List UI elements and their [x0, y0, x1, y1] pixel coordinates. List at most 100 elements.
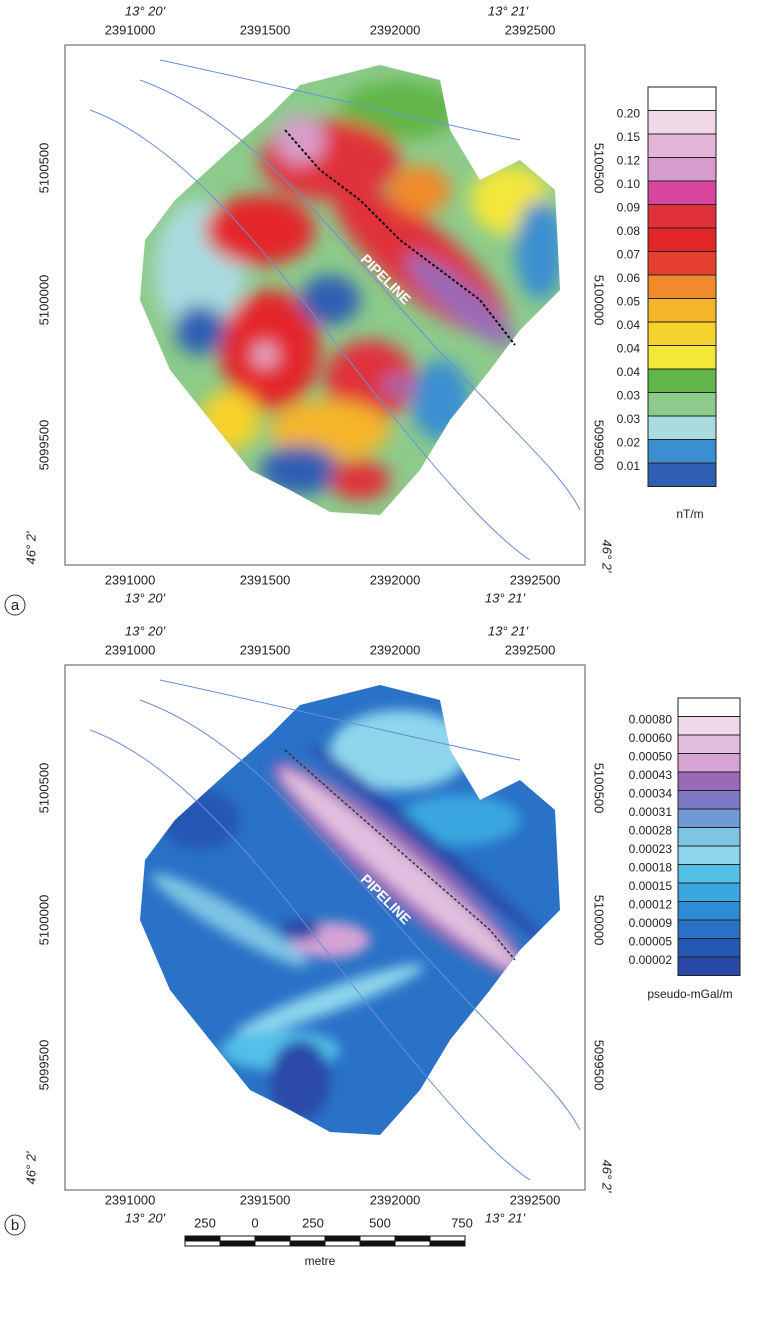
legend-swatch	[647, 110, 717, 135]
legend-swatch	[647, 298, 717, 323]
legend-swatch	[677, 827, 741, 847]
legend-label: 0.00028	[629, 824, 673, 838]
legend-swatch	[647, 462, 717, 487]
degree-label: 13° 21'	[485, 1210, 526, 1225]
legend-label: 0.00043	[629, 768, 673, 782]
northing-label: 5100500	[592, 763, 607, 814]
panel-badge	[4, 594, 26, 616]
scale-segment	[289, 1235, 326, 1242]
contours	[89, 679, 581, 1181]
legend-swatch	[647, 345, 717, 370]
legend-label: 0.20	[617, 107, 641, 121]
latitude-label: 46° 2'	[600, 540, 615, 574]
legend-swatch	[677, 771, 741, 791]
easting-label: 2391500	[240, 1192, 291, 1207]
legend-label: 0.07	[617, 248, 641, 262]
legend-label: 0.08	[617, 224, 641, 238]
scale-segment	[359, 1235, 396, 1242]
scale-segment	[324, 1240, 361, 1247]
panel-badge	[4, 1214, 26, 1236]
scale-segment	[254, 1235, 291, 1242]
legend-swatch	[647, 274, 717, 299]
legend-swatch	[647, 439, 717, 464]
northing-label: 5099500	[36, 1040, 51, 1091]
legend-swatch	[677, 808, 741, 828]
legend-swatch	[647, 392, 717, 417]
easting-label: 2392500	[510, 1192, 561, 1207]
legend-swatch	[647, 204, 717, 229]
legend-label: 0.00031	[629, 805, 673, 819]
pipeline-trace	[284, 749, 516, 961]
degree-label: 13° 20'	[125, 3, 166, 18]
legend-label: 0.00018	[629, 861, 673, 875]
scale-label: 250	[194, 1215, 216, 1230]
latitude-label: 46° 2'	[23, 1151, 38, 1185]
legend-swatch	[677, 956, 741, 976]
scale-label: 0	[251, 1215, 258, 1230]
legend-label: 0.00005	[629, 935, 673, 949]
legend-swatch	[677, 901, 741, 921]
easting-label: 2392500	[510, 572, 561, 587]
legend-label: 0.00015	[629, 879, 673, 893]
easting-label: 2392000	[370, 22, 421, 37]
legend-label: 0.03	[617, 412, 641, 426]
panel-label: b	[11, 1217, 19, 1234]
degree-label: 13° 20'	[125, 623, 166, 638]
legend-label: 0.00080	[629, 713, 673, 727]
scale-segment	[184, 1235, 221, 1242]
legend-swatch	[677, 919, 741, 939]
legend-swatch	[677, 697, 741, 717]
easting-label: 2392000	[370, 572, 421, 587]
contours	[89, 59, 581, 561]
easting-label: 2392500	[505, 642, 556, 657]
panel-labels: 13° 20' 13° 21' 2391000 2391500 2392000 23925…	[4, 3, 717, 616]
legend-swatch	[647, 227, 717, 252]
northing-label: 5100000	[592, 275, 607, 326]
legend-label: 0.02	[617, 436, 641, 450]
northing-label: 5099500	[592, 1040, 607, 1091]
legend-unit: pseudo-mGal/m	[647, 987, 732, 1001]
easting-label: 2391000	[105, 642, 156, 657]
latitude-label: 46° 2'	[600, 1160, 615, 1194]
scale-segment	[394, 1235, 431, 1242]
scale-segment	[219, 1240, 256, 1247]
legend-swatch	[647, 251, 717, 276]
degree-label: 13° 20'	[125, 1210, 166, 1225]
northing-label: 5100500	[36, 143, 51, 194]
latitude-label: 46° 2'	[23, 531, 38, 565]
panel-label: a	[11, 597, 20, 614]
legend-label: 0.10	[617, 177, 641, 191]
legend-label: 0.04	[617, 318, 641, 332]
map-b	[64, 664, 586, 1191]
legend-swatch	[677, 938, 741, 958]
legend-swatch	[647, 133, 717, 158]
degree-label: 13° 20'	[125, 590, 166, 605]
legend-label: 0.06	[617, 271, 641, 285]
scale-segment	[359, 1240, 396, 1247]
legend-label: 0.15	[617, 130, 641, 144]
scale-segment	[429, 1240, 466, 1247]
northing-label: 5100000	[36, 895, 51, 946]
legend-label: 0.00060	[629, 731, 673, 745]
legend-label: 0.00050	[629, 750, 673, 764]
easting-label: 2391000	[105, 1192, 156, 1207]
scale-segment	[394, 1240, 431, 1247]
northing-label: 5100000	[36, 275, 51, 326]
legend-label: 0.03	[617, 389, 641, 403]
legend-swatch	[647, 157, 717, 182]
legend-swatch	[677, 716, 741, 736]
easting-label: 2391500	[240, 642, 291, 657]
northing-label: 5100500	[592, 143, 607, 194]
scale-segment	[254, 1240, 291, 1247]
northing-label: 5100500	[36, 763, 51, 814]
northing-label: 5099500	[36, 420, 51, 471]
map-a	[64, 44, 586, 566]
legend-swatch	[647, 86, 717, 111]
easting-label: 2391500	[240, 22, 291, 37]
easting-label: 2391000	[105, 572, 156, 587]
scale-segment	[324, 1235, 361, 1242]
legend-label: 0.09	[617, 201, 641, 215]
legend-swatch	[677, 845, 741, 865]
legend-swatch	[677, 753, 741, 773]
